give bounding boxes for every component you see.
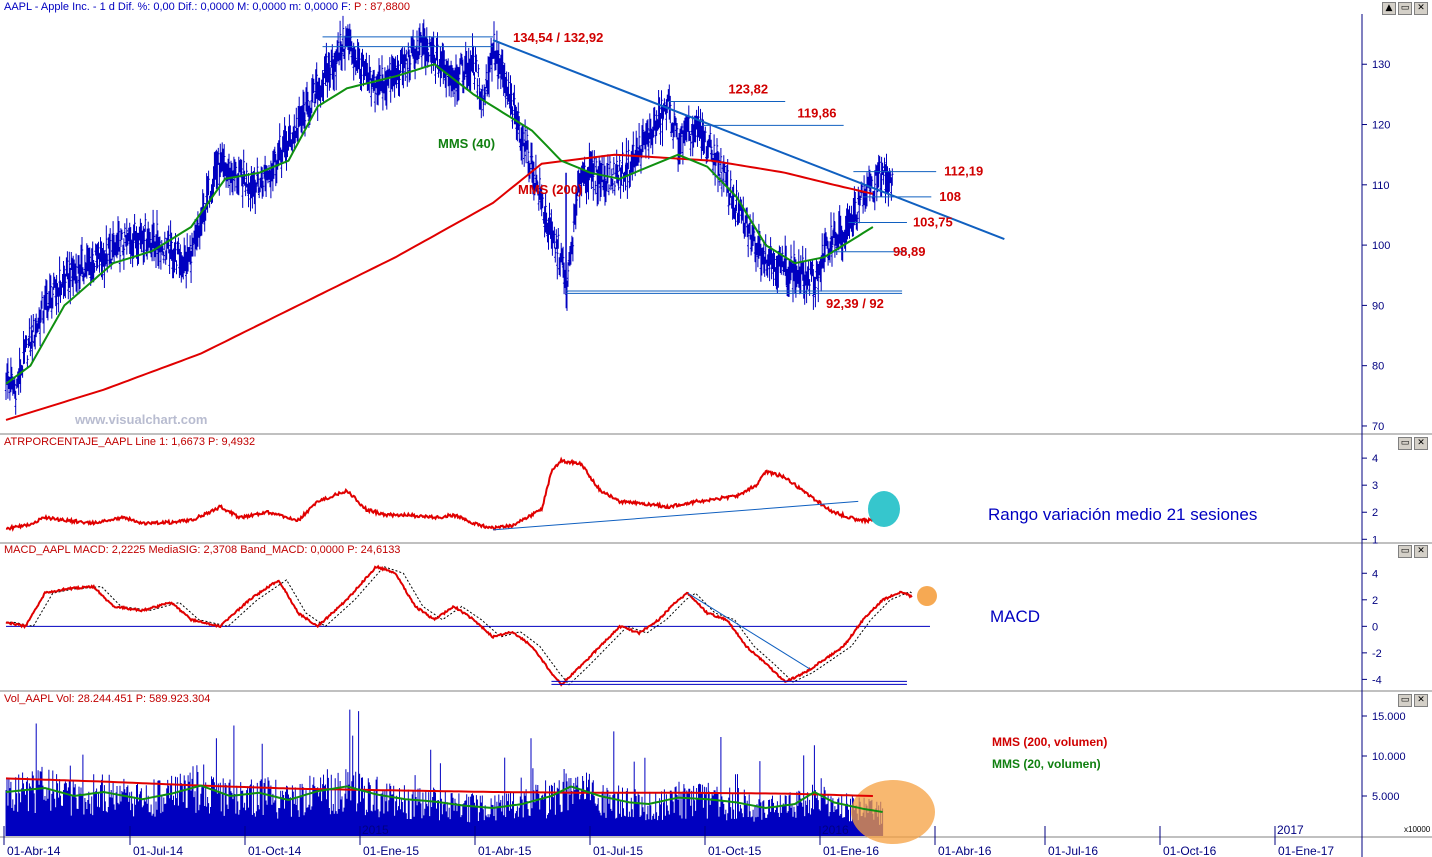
date-tick-label: 01-Ene-16 <box>823 844 879 857</box>
date-tick-label: 01-Abr-15 <box>478 844 532 857</box>
price-tick-label: 100 <box>1372 240 1390 252</box>
minimize-button[interactable]: ▭ <box>1398 694 1412 707</box>
close-button[interactable]: ✕ <box>1414 694 1428 707</box>
level-label: 119,86 <box>797 105 836 120</box>
macd-tick-label: -4 <box>1372 674 1382 686</box>
atr-tick-label: 2 <box>1372 507 1378 519</box>
macd-trendline <box>687 592 810 670</box>
macd-tick-label: 2 <box>1372 595 1378 607</box>
indicator-lines: 134,54 / 132,92 123,82 119,86 112,19 108 103,… <box>5 30 1005 844</box>
atr-trendline <box>492 500 859 531</box>
macd-pane-window-controls: ▭ ✕ <box>1398 545 1428 558</box>
date-tick-label: 01-Jul-14 <box>133 844 183 857</box>
price-tick-label: 110 <box>1372 180 1390 192</box>
price-tick-label: 130 <box>1372 59 1390 71</box>
volume-ma200-line <box>5 777 873 797</box>
level-label: 134,54 / 132,92 <box>513 30 603 45</box>
close-button[interactable]: ✕ <box>1414 437 1428 450</box>
atr-line <box>5 456 874 532</box>
ma40-line <box>5 63 874 385</box>
date-tick-label: 01-Abr-16 <box>938 844 992 857</box>
vol-pane-header: Vol_AAPL Vol: 28.244.451 P: 589.923.304 <box>4 693 211 705</box>
resistance-trendline <box>492 39 1005 241</box>
price-bars <box>4 15 894 415</box>
volume-tick-label: 5.000 <box>1372 791 1400 803</box>
macd-tick-label: 4 <box>1372 568 1378 580</box>
close-button[interactable]: ✕ <box>1414 2 1428 15</box>
volume-multiplier: x10000 <box>1404 825 1431 834</box>
atr-note: Rango variación medio 21 sesiones <box>988 505 1257 524</box>
price-close-text: P : 87,8800 <box>353 1 411 13</box>
level-label: 108 <box>939 189 961 204</box>
year-label: 2016 <box>822 823 849 837</box>
axes: 70 80 90 100 110 120 130 1 2 3 4 4 2 0 -2 -4 5.000 10.000… <box>3 59 1406 857</box>
date-tick-label: 01-Ene-17 <box>1278 844 1334 857</box>
macd-note: MACD <box>990 607 1040 626</box>
volume-tick-label: 15.000 <box>1372 711 1406 723</box>
atr-pane-header: ATRPORCENTAJE_AAPL Line 1: 1,6673 P: 9,4… <box>4 436 256 448</box>
date-tick-label: 01-Jul-16 <box>1048 844 1098 857</box>
maximize-up-button[interactable]: ▲ <box>1382 2 1396 15</box>
atr-pane-window-controls: ▭ ✕ <box>1398 437 1428 450</box>
level-label: 123,82 <box>728 81 768 96</box>
macd-pane-header: MACD_AAPL MACD: 2,2225 MediaSIG: 2,3708 … <box>4 544 401 556</box>
close-button[interactable]: ✕ <box>1414 545 1428 558</box>
price-tick-label: 70 <box>1372 421 1384 433</box>
price-pane-header: AAPL - Apple Inc. - 1 d Dif. %: 0,00 Dif… <box>4 1 410 13</box>
macd-tick-label: 0 <box>1372 621 1378 633</box>
price-header-text: AAPL - Apple Inc. - 1 d Dif. %: 0,00 Dif… <box>4 1 351 13</box>
ma200-line <box>5 153 874 421</box>
atr-tick-label: 4 <box>1372 453 1378 465</box>
atr-tick-label: 1 <box>1372 534 1378 546</box>
date-tick-label: 01-Oct-15 <box>708 844 762 857</box>
year-label: 2015 <box>362 823 389 837</box>
date-tick-label: 01-Oct-14 <box>248 844 302 857</box>
pane-separators <box>0 14 1432 857</box>
date-tick-label: 01-Abr-14 <box>7 844 61 857</box>
volume-tick-label: 10.000 <box>1372 751 1406 763</box>
macd-highlight-circle <box>917 586 937 606</box>
volume-highlight-circle <box>851 780 935 844</box>
level-label: 98,89 <box>893 244 926 259</box>
date-tick-label: 01-Ene-15 <box>363 844 419 857</box>
price-tick-label: 90 <box>1372 300 1384 312</box>
minimize-button[interactable]: ▭ <box>1398 545 1412 558</box>
mms40-label: MMS (40) <box>438 136 495 151</box>
vol-mms200-label: MMS (200, volumen) <box>992 735 1107 749</box>
vol-pane-window-controls: ▭ ✕ <box>1398 694 1428 707</box>
atr-highlight-circle <box>868 491 900 527</box>
watermark: www.visualchart.com <box>74 412 207 427</box>
date-tick-label: 01-Oct-16 <box>1163 844 1217 857</box>
vol-mms20-label: MMS (20, volumen) <box>992 757 1101 771</box>
level-label: 112,19 <box>944 164 983 179</box>
price-tick-label: 120 <box>1372 120 1390 132</box>
year-label: 2017 <box>1277 823 1304 837</box>
date-tick-label: 01-Jul-15 <box>593 844 643 857</box>
price-pane-window-controls: ▲ ▭ ✕ <box>1382 2 1428 15</box>
mms200-label: MMS (200) <box>518 182 582 197</box>
volume-bars-path <box>5 709 884 836</box>
level-label: 92,39 / 92 <box>826 296 884 311</box>
atr-tick-label: 3 <box>1372 480 1378 492</box>
macd-line <box>5 564 913 687</box>
restore-button[interactable]: ▭ <box>1398 2 1412 15</box>
price-tick-label: 80 <box>1372 361 1384 373</box>
volume-ma20-line <box>5 784 883 813</box>
volume-bars <box>5 709 884 836</box>
level-label: 103,75 <box>913 214 953 229</box>
macd-signal-line <box>6 566 913 686</box>
minimize-button[interactable]: ▭ <box>1398 437 1412 450</box>
macd-tick-label: -2 <box>1372 648 1382 660</box>
